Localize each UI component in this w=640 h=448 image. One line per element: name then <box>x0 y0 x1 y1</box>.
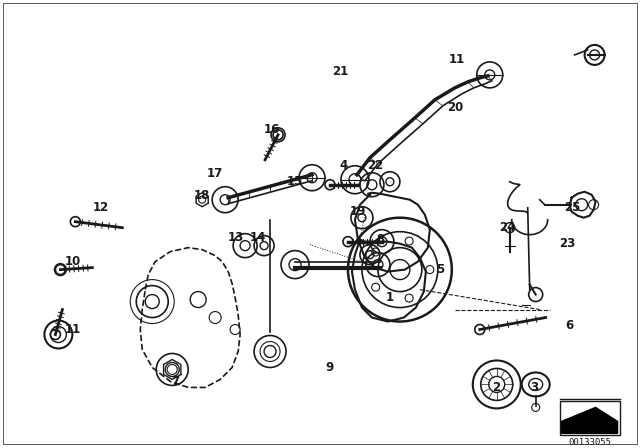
Text: 24: 24 <box>500 221 516 234</box>
Text: 7: 7 <box>171 375 179 388</box>
Text: 21: 21 <box>332 65 348 78</box>
Text: 1: 1 <box>386 291 394 304</box>
Text: 2: 2 <box>492 381 500 394</box>
FancyBboxPatch shape <box>559 401 620 435</box>
Text: 00133055: 00133055 <box>568 438 611 447</box>
Text: 22: 22 <box>367 159 383 172</box>
Text: 19: 19 <box>349 205 366 218</box>
Text: 9: 9 <box>326 361 334 374</box>
Text: 25: 25 <box>564 201 581 214</box>
Text: 18: 18 <box>194 189 211 202</box>
Text: 11: 11 <box>449 53 465 66</box>
Text: 10: 10 <box>64 255 81 268</box>
Text: 5: 5 <box>436 263 444 276</box>
Polygon shape <box>562 407 618 433</box>
Text: 17: 17 <box>207 167 223 180</box>
Text: 15: 15 <box>287 175 303 188</box>
Text: 8: 8 <box>376 233 384 246</box>
Text: 13: 13 <box>228 231 244 244</box>
Text: 20: 20 <box>447 101 463 114</box>
Text: 4: 4 <box>340 159 348 172</box>
Text: 23: 23 <box>559 237 576 250</box>
Text: 16: 16 <box>264 123 280 136</box>
Text: 3: 3 <box>531 381 539 394</box>
Text: 11: 11 <box>64 323 81 336</box>
Text: 12: 12 <box>92 201 108 214</box>
Text: 14: 14 <box>250 231 266 244</box>
Text: 6: 6 <box>566 319 574 332</box>
